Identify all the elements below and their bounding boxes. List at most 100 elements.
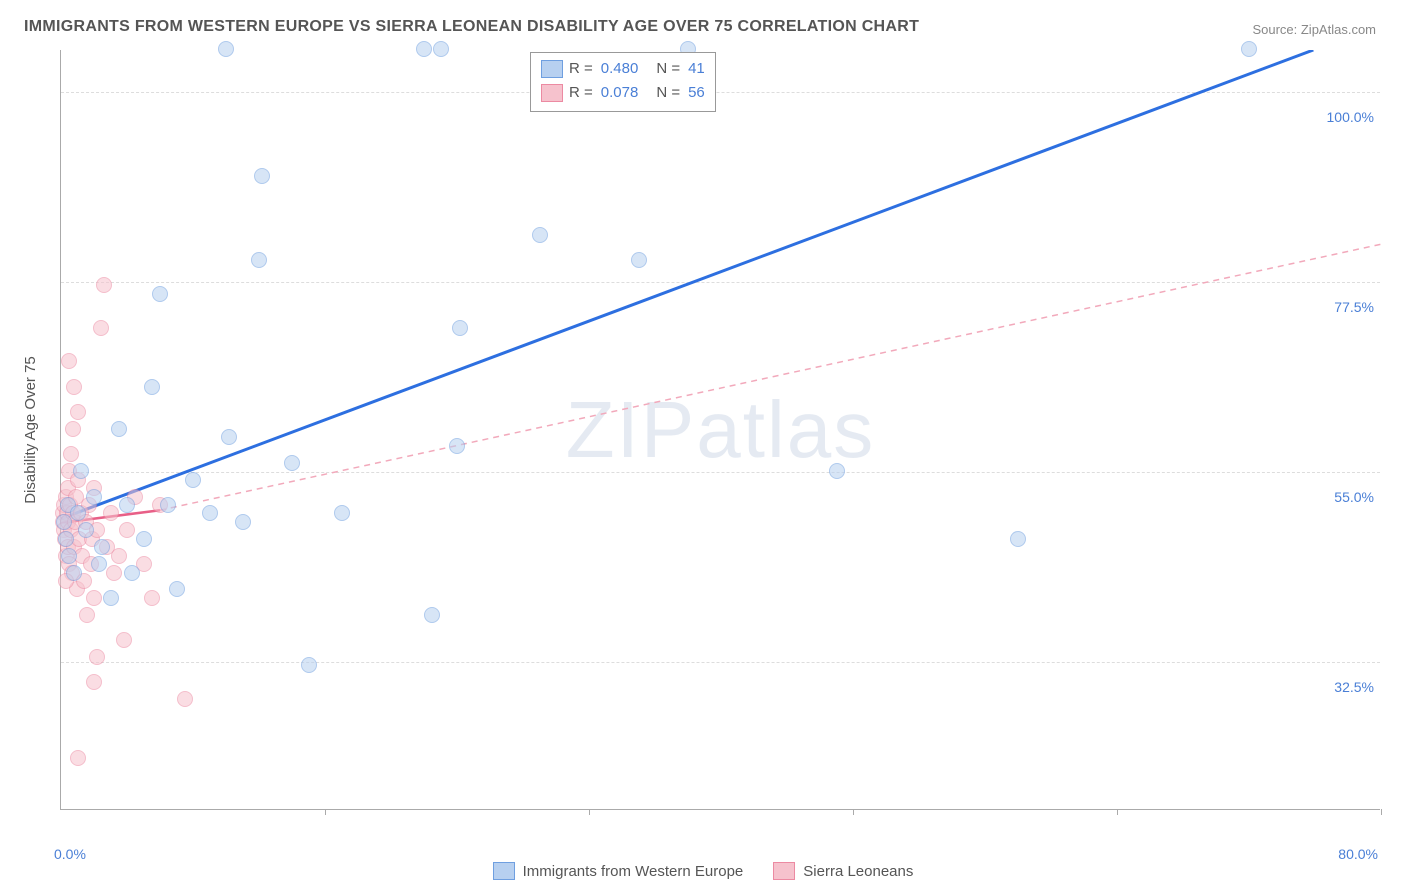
x-tick [325, 809, 326, 815]
scatter-point-western_europe [532, 227, 548, 243]
source-label: Source: ZipAtlas.com [1252, 22, 1376, 37]
legend-row-western_europe: R = 0.480 N = 41 [541, 57, 705, 81]
legend-row-sierra_leoneans: R = 0.078 N = 56 [541, 81, 705, 105]
legend-swatch [541, 60, 563, 78]
scatter-point-sierra_leoneans [89, 649, 105, 665]
scatter-point-sierra_leoneans [61, 353, 77, 369]
y-axis-label: Disability Age Over 75 [22, 356, 39, 504]
scatter-point-western_europe [452, 320, 468, 336]
scatter-point-western_europe [86, 489, 102, 505]
series-legend: Immigrants from Western Europe Sierra Leo… [0, 862, 1406, 880]
scatter-point-western_europe [301, 657, 317, 673]
series-legend-item-sierra_leoneans: Sierra Leoneans [773, 862, 913, 880]
y-tick-label: 55.0% [1334, 489, 1374, 505]
legend-swatch [773, 862, 795, 880]
scatter-point-western_europe [152, 286, 168, 302]
y-tick-label: 77.5% [1334, 299, 1374, 315]
scatter-point-western_europe [829, 463, 845, 479]
scatter-point-sierra_leoneans [144, 590, 160, 606]
n-label: N = [656, 57, 680, 81]
gridline [61, 662, 1380, 663]
scatter-point-sierra_leoneans [70, 404, 86, 420]
scatter-point-sierra_leoneans [70, 750, 86, 766]
scatter-point-western_europe [91, 556, 107, 572]
legend-swatch [493, 862, 515, 880]
trendlines-layer [61, 50, 1381, 810]
scatter-point-western_europe [111, 421, 127, 437]
scatter-point-western_europe [124, 565, 140, 581]
scatter-point-western_europe [94, 539, 110, 555]
n-value: 56 [688, 81, 705, 105]
n-value: 41 [688, 57, 705, 81]
x-tick [853, 809, 854, 815]
scatter-point-sierra_leoneans [79, 607, 95, 623]
scatter-point-western_europe [103, 590, 119, 606]
scatter-point-sierra_leoneans [96, 277, 112, 293]
scatter-point-sierra_leoneans [93, 320, 109, 336]
scatter-point-western_europe [424, 607, 440, 623]
scatter-point-western_europe [334, 505, 350, 521]
r-value: 0.078 [601, 81, 639, 105]
scatter-point-western_europe [218, 41, 234, 57]
scatter-point-sierra_leoneans [86, 590, 102, 606]
x-min-label: 0.0% [54, 846, 86, 862]
series-label: Sierra Leoneans [803, 863, 913, 880]
scatter-point-western_europe [66, 565, 82, 581]
scatter-point-sierra_leoneans [66, 379, 82, 395]
scatter-point-western_europe [119, 497, 135, 513]
chart-title: IMMIGRANTS FROM WESTERN EUROPE VS SIERRA… [24, 18, 919, 36]
scatter-point-sierra_leoneans [63, 446, 79, 462]
scatter-point-western_europe [449, 438, 465, 454]
scatter-point-western_europe [136, 531, 152, 547]
y-tick-label: 100.0% [1327, 109, 1374, 125]
scatter-point-sierra_leoneans [106, 565, 122, 581]
scatter-point-western_europe [61, 548, 77, 564]
y-tick-label: 32.5% [1334, 679, 1374, 695]
scatter-point-sierra_leoneans [103, 505, 119, 521]
scatter-point-western_europe [221, 429, 237, 445]
gridline [61, 282, 1380, 283]
scatter-point-western_europe [254, 168, 270, 184]
x-tick [1381, 809, 1382, 815]
scatter-point-western_europe [284, 455, 300, 471]
scatter-point-western_europe [1010, 531, 1026, 547]
scatter-point-sierra_leoneans [65, 421, 81, 437]
scatter-point-western_europe [416, 41, 432, 57]
scatter-point-sierra_leoneans [86, 674, 102, 690]
scatter-point-western_europe [251, 252, 267, 268]
r-label: R = [569, 57, 593, 81]
scatter-point-western_europe [70, 505, 86, 521]
r-value: 0.480 [601, 57, 639, 81]
plot-area: 32.5% 55.0% 77.5% 100.0% ZIPatlas [60, 50, 1380, 810]
watermark: ZIPatlas [566, 384, 875, 476]
series-legend-item-western_europe: Immigrants from Western Europe [493, 862, 744, 880]
scatter-point-western_europe [235, 514, 251, 530]
scatter-point-western_europe [78, 522, 94, 538]
trend-line [160, 244, 1381, 510]
scatter-point-western_europe [73, 463, 89, 479]
scatter-point-western_europe [144, 379, 160, 395]
scatter-point-sierra_leoneans [119, 522, 135, 538]
gridline [61, 92, 1380, 93]
r-label: R = [569, 81, 593, 105]
series-label: Immigrants from Western Europe [523, 863, 744, 880]
n-label: N = [656, 81, 680, 105]
x-max-label: 80.0% [1338, 846, 1378, 862]
scatter-point-western_europe [169, 581, 185, 597]
gridline [61, 472, 1380, 473]
trend-line [61, 50, 1313, 519]
legend-swatch [541, 84, 563, 102]
x-tick [589, 809, 590, 815]
correlation-legend: R = 0.480 N = 41 R = 0.078 N = 56 [530, 52, 716, 112]
scatter-point-western_europe [631, 252, 647, 268]
scatter-point-western_europe [202, 505, 218, 521]
scatter-point-sierra_leoneans [116, 632, 132, 648]
scatter-point-western_europe [433, 41, 449, 57]
scatter-point-western_europe [58, 531, 74, 547]
x-tick [1117, 809, 1118, 815]
scatter-point-western_europe [1241, 41, 1257, 57]
scatter-point-sierra_leoneans [111, 548, 127, 564]
scatter-point-western_europe [160, 497, 176, 513]
scatter-point-western_europe [185, 472, 201, 488]
scatter-point-sierra_leoneans [177, 691, 193, 707]
